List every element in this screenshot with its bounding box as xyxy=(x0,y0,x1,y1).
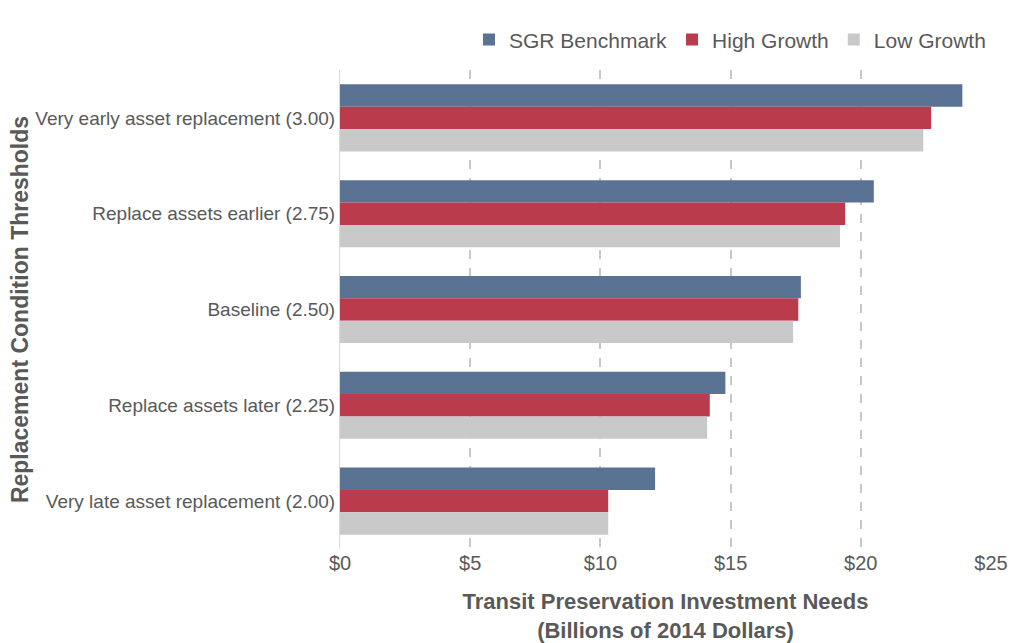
svg-text:Replace assets earlier (2.75): Replace assets earlier (2.75) xyxy=(92,203,335,224)
svg-text:Very late asset replacement (2: Very late asset replacement (2.00) xyxy=(46,491,335,512)
svg-text:SGR Benchmark: SGR Benchmark xyxy=(509,29,667,52)
svg-text:Transit Preservation Investmen: Transit Preservation Investment Needs(Bi… xyxy=(463,589,869,643)
svg-text:$25: $25 xyxy=(974,552,1007,574)
svg-text:High Growth: High Growth xyxy=(712,29,829,52)
svg-text:$0: $0 xyxy=(329,552,351,574)
svg-text:$10: $10 xyxy=(584,552,617,574)
svg-text:Replace assets later (2.25): Replace assets later (2.25) xyxy=(108,395,335,416)
svg-text:Very early asset replacement (: Very early asset replacement (3.00) xyxy=(35,108,335,129)
svg-text:$20: $20 xyxy=(844,552,877,574)
svg-text:Baseline (2.50): Baseline (2.50) xyxy=(207,299,335,320)
svg-text:Replacement Condition Threshol: Replacement Condition Thresholds xyxy=(7,116,33,503)
svg-text:$5: $5 xyxy=(459,552,481,574)
svg-text:$15: $15 xyxy=(714,552,747,574)
svg-text:Low Growth: Low Growth xyxy=(874,29,986,52)
